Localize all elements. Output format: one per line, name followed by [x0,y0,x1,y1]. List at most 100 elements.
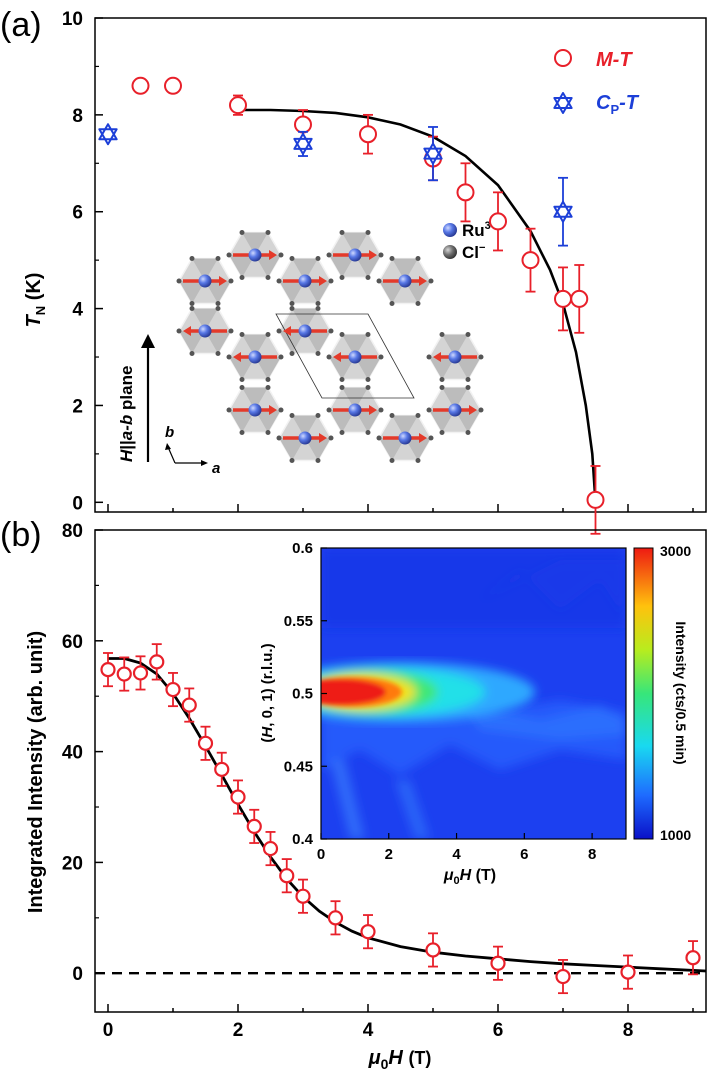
panel-b-y-tick-label: 0 [72,964,83,985]
cl-atom [265,377,271,383]
panel-a-x-ticks [107,504,694,512]
cl-atom [189,305,195,311]
octahedron-face [242,232,268,255]
heatmap-y-tick-label: 0.5 [292,686,313,703]
cl-atom [215,305,221,311]
heatmap-x-tick-label: 6 [520,846,528,863]
spin-arrow-head-icon [233,352,241,362]
cl-atom [189,301,195,307]
cl-atom [289,458,295,464]
octahedron-face [442,387,468,410]
octahedron-face [392,258,418,281]
octahedron-face [379,281,405,304]
panel-b-x-ticks: 0 2 4 6 8 [103,1004,694,1041]
cl-atom [215,301,221,307]
cl-atom [465,384,471,390]
cl-atom [376,435,382,441]
octahedron-face [342,387,368,410]
panel-b-x-tick-label: 2 [233,1020,244,1041]
legend-cp-label: CP-T [596,92,640,117]
panel-a-y-tick-label: 2 [72,396,83,417]
cl-ion-icon [443,245,457,259]
spin-arrow-head-icon [333,352,341,362]
b-axis-label: b [165,424,174,441]
octahedron-face [242,387,268,410]
cl-atom [265,384,271,390]
legend-mt-label: M-T [596,49,633,71]
octahedron-face [255,357,281,380]
cl-atom [465,377,471,383]
octahedron-face [429,410,455,433]
cl-atom [328,278,334,284]
octahedron-face [242,334,268,357]
panel-a-fit-curve [238,108,597,503]
spin-arrow-head-icon [183,326,191,336]
ru-atom [198,274,212,288]
octahedron-face [205,281,231,304]
cl-atom [226,252,232,258]
legend-star-shape [553,92,573,114]
panel-a-label: (a) [0,6,42,44]
cl-atom [415,255,421,261]
panel-b-data-point [295,888,311,904]
panel-a-cp-point [293,132,313,155]
cl-atom [339,229,345,235]
cl-atom [226,354,232,360]
panel-b-y-axis-label: Integrated Intensity (arb. unit) [25,631,47,913]
octahedron-face [455,357,481,380]
colorbar [633,547,654,840]
ru-ion-icon [443,223,457,237]
octahedron-face [279,331,305,354]
octahedron-face [342,232,368,255]
cl-atom [465,331,471,337]
cl-atom [315,458,321,464]
cl-atom [339,331,345,337]
cl-atom [439,331,445,337]
octahedron-face [292,258,318,281]
cl-atom [415,412,421,418]
panel-b-data-point [149,654,165,670]
cl-atom [428,435,434,441]
heatmap-y-tick-label: 0.45 [284,758,313,775]
panel-a-data-series [98,76,605,535]
octahedron-face [305,331,331,354]
cl-atom [378,407,384,413]
octahedron-face [292,415,318,438]
cl-atom [426,354,432,360]
cl-atom [265,275,271,281]
cl-atom [289,412,295,418]
spin-arrow-head-icon [319,276,327,286]
panel-b-data-point [116,666,132,682]
cl-atom [226,407,232,413]
cl-atom [228,278,234,284]
panel-b-y-tick-label: 20 [62,853,83,874]
ru-atom [298,431,312,445]
panel-b-y-tick-label: 80 [62,521,83,542]
cl-atom [315,255,321,261]
panel-a-y-tick-label: 10 [62,9,83,30]
cl-atom [315,301,321,307]
cl-atom [465,430,471,436]
spin-arrow-head-icon [419,276,427,286]
field-direction-annotation: H||a-b plane a b [117,334,220,477]
octahedron-face [405,281,431,304]
spin-arrow-head-icon [219,276,227,286]
panel-b-data-point [425,942,441,958]
spin-arrow-head-icon [269,405,277,415]
panel-a-mt-point [570,289,589,308]
cl-atom [339,377,345,383]
cl-atom [378,354,384,360]
octahedron-face [355,255,381,278]
ru-atom [448,403,462,417]
cl-atom [339,275,345,281]
cl-atom [426,407,432,413]
panel-b-data-point [685,950,701,966]
cl-atom [176,328,182,334]
octahedron-face [455,410,481,433]
panel-b-data-point [230,789,246,805]
panel-b-x-tick-label: 6 [493,1020,504,1041]
octahedron-face [279,281,305,304]
panel-a-mt-point [456,183,475,202]
